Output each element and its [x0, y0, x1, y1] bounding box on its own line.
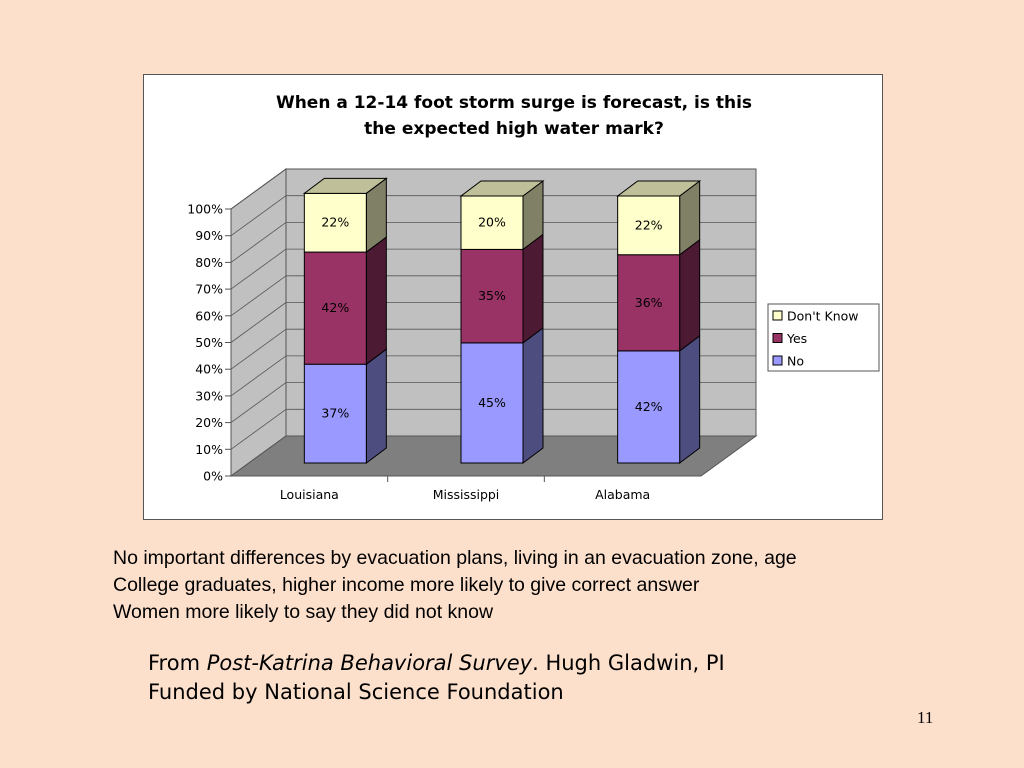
storm-surge-chart: When a 12-14 foot storm surge is forecas… [187, 93, 880, 502]
data-label-yes-louisiana: 42% [321, 300, 349, 315]
bar-side-yes-mississippi [522, 233, 544, 344]
legend-swatch-yes [772, 333, 783, 343]
bar-side-no-louisiana [365, 348, 387, 464]
y-tick-label: 30% [195, 388, 223, 403]
bar-side-no-mississippi [522, 326, 544, 464]
data-label-no-alabama: 42% [635, 399, 663, 414]
legend-swatch-don-t-know [772, 310, 783, 321]
chart-title-line-1: When a 12-14 foot storm surge is forecas… [276, 93, 752, 113]
legend-label-yes: Yes [786, 331, 807, 346]
legend-label-no: No [787, 354, 804, 369]
source-line: From Post-Katrina Behavioral Survey. Hug… [148, 649, 725, 678]
data-label-don-t-know-alabama: 22% [635, 217, 663, 232]
y-tick-label: 60% [195, 308, 223, 323]
legend-swatch-no [772, 355, 783, 366]
bar-no-mississippi [460, 342, 524, 464]
survey-title: Post-Katrina Behavioral Survey [206, 651, 533, 675]
gridline-side [230, 355, 287, 397]
gridline-side [230, 168, 287, 210]
gridline-side [230, 275, 287, 317]
chart-legend: Don't Know Yes No [767, 303, 880, 372]
gridline-side [230, 302, 287, 343]
gridline-side [230, 382, 287, 423]
chart-title-line-2: the expected high water mark? [364, 119, 664, 139]
bar-top-louisiana [302, 177, 388, 194]
legend-label-don-t-know: Don't Know [787, 309, 859, 324]
y-tick-label: 100% [187, 202, 223, 217]
bar-side-no-alabama [679, 334, 701, 464]
bar-don-t-know-mississippi [460, 195, 524, 250]
y-tick-label: 90% [195, 228, 223, 243]
funding-line: Funded by National Science Foundation [148, 680, 564, 704]
data-label-yes-alabama: 36% [635, 295, 663, 310]
y-tick-label: 20% [195, 415, 223, 430]
finding-3: Women more likely to say they did not kn… [113, 601, 494, 623]
source-citation: From Post-Katrina Behavioral Survey. Hug… [148, 649, 725, 707]
bar-side-yes-louisiana [365, 236, 387, 366]
data-label-no-mississippi: 45% [478, 395, 506, 410]
gridline-side [230, 248, 287, 290]
legend-box [767, 303, 880, 372]
y-tick-label: 10% [195, 442, 223, 457]
bar-don-t-know-alabama [617, 195, 681, 256]
data-label-don-t-know-louisiana: 22% [321, 215, 349, 230]
gridline-side [230, 195, 287, 237]
bar-top-mississippi [459, 180, 545, 197]
gridline-side [230, 328, 287, 370]
x-tick-label-alabama: Alabama [595, 487, 650, 502]
source-suffix: . Hugh Gladwin, PI [532, 651, 725, 675]
findings-list: No important differences by evacuation p… [113, 545, 797, 626]
x-tick-label-mississippi: Mississippi [433, 487, 500, 502]
y-tick-label: 40% [195, 362, 223, 377]
bar-yes-louisiana [303, 251, 367, 365]
bar-top-alabama [616, 180, 702, 197]
finding-2: College graduates, higher income more li… [113, 574, 700, 596]
page-number: 11 [917, 708, 934, 727]
data-label-don-t-know-mississippi: 20% [478, 215, 506, 230]
y-tick-label: 80% [195, 255, 223, 270]
y-tick-label: 50% [195, 335, 223, 350]
data-label-no-louisiana: 37% [321, 406, 349, 421]
bar-don-t-know-louisiana [303, 192, 367, 253]
gridline-side [230, 222, 287, 263]
chart-frame: When a 12-14 foot storm surge is forecas… [143, 74, 883, 520]
x-tick-label-louisiana: Louisiana [280, 487, 339, 502]
data-label-yes-mississippi: 35% [478, 288, 506, 303]
finding-1: No important differences by evacuation p… [113, 547, 797, 569]
y-tick-label: 70% [195, 282, 223, 297]
gridline-side [230, 408, 287, 450]
bar-no-louisiana [303, 363, 367, 464]
bar-side-yes-alabama [679, 238, 701, 352]
y-tick-label: 0% [203, 469, 223, 484]
bar-no-alabama [617, 350, 681, 464]
source-prefix: From [148, 651, 207, 675]
bar-yes-alabama [617, 254, 681, 352]
